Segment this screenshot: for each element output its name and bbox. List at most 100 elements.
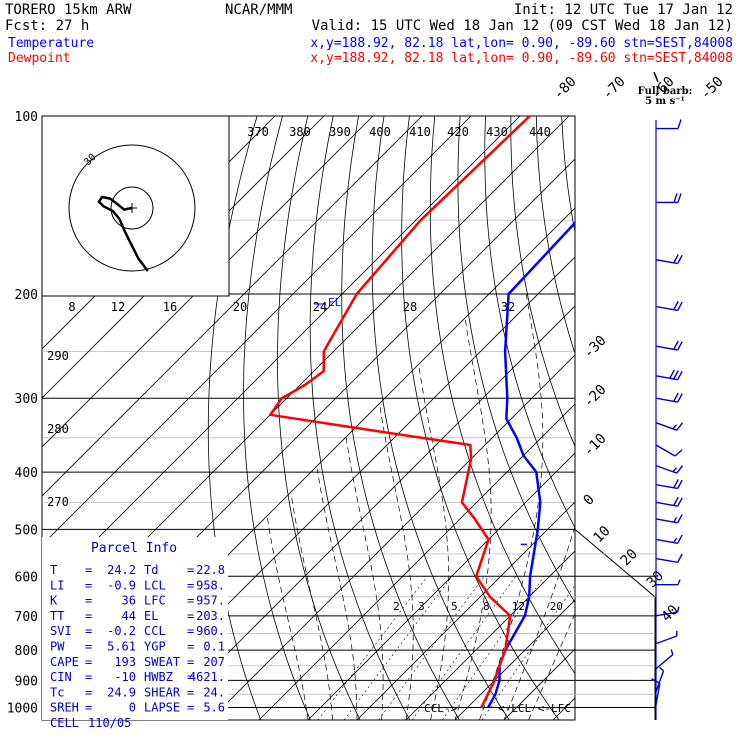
moist-adiabat <box>345 437 384 720</box>
theta-label: 370 <box>247 125 269 139</box>
barb-flag <box>651 678 661 684</box>
dewpoint-legend: Dewpoint <box>8 51 71 66</box>
dry-adiabat <box>638 116 740 720</box>
parcel-eq: = <box>85 594 92 608</box>
moist-adiabat <box>379 406 414 720</box>
theta-label: 420 <box>447 125 469 139</box>
parcel-row: SVI = -0.2 CCL = 960. <box>50 624 225 638</box>
hodograph-tick: 16 <box>163 300 177 314</box>
parcel-value: 24.2 <box>107 563 136 577</box>
el-marker: EL <box>328 296 342 309</box>
barb-flag <box>677 370 683 381</box>
barb-flag <box>677 193 682 203</box>
parcel-eq: = <box>85 563 92 577</box>
parcel-info-title: Parcel Info <box>91 541 177 556</box>
wind-barb <box>655 392 683 403</box>
dry-adiabat <box>429 116 575 675</box>
parcel-eq: = <box>85 670 92 684</box>
wind-barb <box>655 666 665 692</box>
barb-flag <box>673 392 679 402</box>
wind-barb <box>656 119 682 130</box>
wind-staff <box>655 444 676 457</box>
barb-flag <box>677 553 683 563</box>
wind-barb <box>655 606 680 617</box>
pressure-label: 600 <box>15 570 38 585</box>
hodograph-tick: 12 <box>111 300 125 314</box>
parcel-value: 24.9 <box>107 685 136 699</box>
barb-flag <box>677 301 683 311</box>
theta-label: 440 <box>529 125 551 139</box>
parcel-value: 958. <box>196 578 225 592</box>
parcel-eq: = <box>85 578 92 592</box>
wind-barb <box>655 649 674 670</box>
barb-flag <box>677 479 683 489</box>
isotherm <box>209 354 575 720</box>
wind-barb <box>651 678 661 706</box>
parcel-key: LFC <box>144 594 166 608</box>
pressure-label: 700 <box>15 610 38 625</box>
hodograph-ring <box>110 186 154 230</box>
temperature-location: x,y=188.92, 82.18 lat,lon= 0.90, -89.60 … <box>310 36 733 51</box>
parcel-value: -0.2 <box>107 624 136 638</box>
dry-adiabat <box>341 116 460 720</box>
wind-staff <box>655 557 678 564</box>
parcel-eq: = <box>187 701 194 715</box>
frame-edge <box>574 529 656 720</box>
barb-half <box>670 649 674 655</box>
isotherm-label: -80 <box>551 74 580 103</box>
mixing-ratio-label: 12 <box>512 600 525 613</box>
hodograph-tick: 24 <box>313 300 327 314</box>
barb-flag <box>673 370 679 380</box>
parcel-key: PW <box>50 640 65 654</box>
barb-flag <box>677 393 683 403</box>
parcel-value: 207 <box>203 655 225 669</box>
parcel-info-panel: Parcel Info T = 24.2 Td = 22.8LI = -0.9 LCL = 958.… <box>42 537 228 730</box>
barb-half <box>677 579 681 585</box>
wind-barb <box>655 553 683 564</box>
moist-adiabat <box>316 468 358 720</box>
wind-barb <box>655 464 684 474</box>
parcel-value: 957. <box>196 594 225 608</box>
wind-barb <box>655 514 683 524</box>
forecast-hour: Fcst: 27 h <box>5 18 89 34</box>
parcel-eq: = <box>85 701 92 715</box>
isotherm-label: -10 <box>581 431 610 460</box>
parcel-value: 24. <box>203 685 225 699</box>
isotherm <box>454 599 575 720</box>
barb-flag <box>673 193 678 203</box>
pressure-label: 900 <box>15 674 38 689</box>
parcel-value: 960. <box>196 624 225 638</box>
barb-flag <box>677 119 682 129</box>
barb-flag <box>669 369 675 379</box>
parcel-key: Td <box>144 563 158 577</box>
theta-label: 430 <box>486 125 508 139</box>
theta-label: 290 <box>47 349 69 363</box>
barb-legend: Full barb: 5 m s⁻¹ <box>638 71 692 107</box>
parcel-value: 0.1 <box>203 640 225 654</box>
barb-flag <box>673 479 679 489</box>
barb-flag <box>673 496 679 506</box>
dry-adiabat <box>457 116 575 604</box>
dry-adiabat <box>689 116 740 720</box>
parcel-eq: = <box>85 640 92 654</box>
pressure-label: 1000 <box>7 701 38 716</box>
parcel-eq: = <box>187 594 194 608</box>
theta-label: 390 <box>329 125 351 139</box>
parcel-key: Tc <box>50 685 64 699</box>
parcel-row: SREH = 0 LAPSE = 5.6 <box>50 701 225 715</box>
mixing-ratio-line <box>317 576 428 720</box>
wind-barb <box>655 422 684 431</box>
dry-adiabat <box>587 116 740 720</box>
isotherm <box>503 648 575 720</box>
parcel-eq: = <box>85 609 92 623</box>
parcel-eq: = <box>187 685 194 699</box>
parcel-eq: = <box>187 609 194 623</box>
parcel-row: CAPE = 193 SWEAT = 207 <box>50 655 225 669</box>
parcel-row: Tc = 24.9 SHEAR = 24. <box>50 685 225 699</box>
moist-adiabat <box>418 366 450 720</box>
hodograph-tick: 20 <box>233 300 247 314</box>
parcel-eq: = <box>85 624 92 638</box>
barb-flag <box>677 497 683 507</box>
barb-flag <box>677 514 683 524</box>
